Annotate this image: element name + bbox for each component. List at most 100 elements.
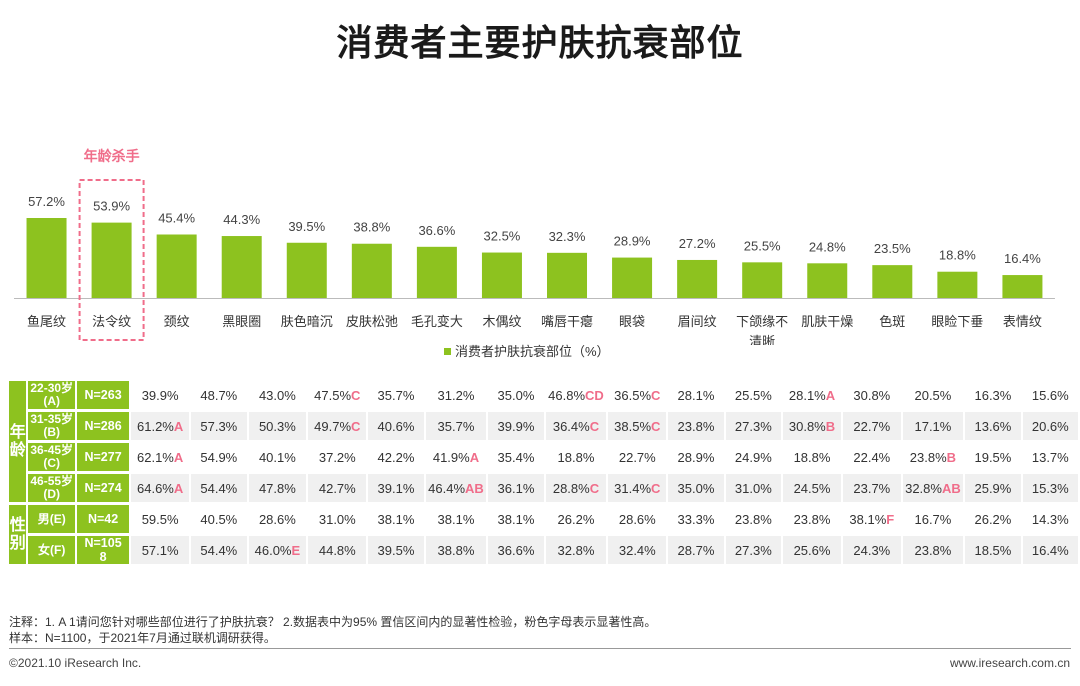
cell-value: 17.1% xyxy=(914,418,952,434)
bar xyxy=(156,234,197,298)
table-cell: 16.4% xyxy=(1022,536,1080,567)
cell-value: 28.1% xyxy=(677,387,715,403)
table-cell: 28.1%A xyxy=(783,381,844,412)
table-cell: 40.1% xyxy=(248,443,309,474)
table-cell: 38.5%C xyxy=(608,412,669,443)
cell-value: 39.9% xyxy=(141,387,179,403)
table-row: 年龄 22-30岁 (A) N=263 39.9% 48.7% 43.0% 47.5%C 35.… xyxy=(9,381,1080,505)
table-cell: 38.1% xyxy=(425,505,489,536)
bar xyxy=(91,222,132,298)
cell-value: 15.3% xyxy=(1031,480,1069,496)
cell-value: 35.4% xyxy=(497,449,535,465)
cell-value: 47.8% xyxy=(258,480,296,496)
cell-value: 23.8% xyxy=(914,542,952,558)
bar xyxy=(26,218,67,298)
cell-value: 35.0% xyxy=(497,387,535,403)
cell-value: 54.9% xyxy=(200,449,238,465)
table-cell: 62.1%A xyxy=(131,443,192,474)
bar xyxy=(807,263,848,298)
bar xyxy=(351,243,392,298)
cell-value: 33.3% xyxy=(677,511,715,527)
category-label: 嘴唇干瘪 xyxy=(541,314,593,329)
significance-marker: F xyxy=(886,511,895,527)
cell-value: 49.7% xyxy=(314,418,352,434)
significance-marker: B xyxy=(946,449,957,465)
cell-value: 23.8% xyxy=(909,449,947,465)
data-label: 24.8% xyxy=(809,239,846,254)
table-cell: 41.9%A xyxy=(425,443,489,474)
cell-value: 36.6% xyxy=(497,542,535,558)
table-cell: 40.6% xyxy=(368,412,426,443)
cell-value: 47.5% xyxy=(314,387,352,403)
cell-value: 61.2% xyxy=(137,418,174,434)
cell-value: 32.8% xyxy=(557,542,595,558)
significance-marker: C xyxy=(589,480,600,496)
cell-value: 16.4% xyxy=(1031,542,1069,558)
cell-value: 14.3% xyxy=(1031,511,1069,527)
bar xyxy=(1002,275,1043,298)
data-label: 27.2% xyxy=(679,236,716,251)
category-label: 清晰 xyxy=(749,334,775,345)
table-cell: 31.2% xyxy=(425,381,489,412)
category-label: 下颌缘不 xyxy=(736,314,788,329)
cell-value: 38.1% xyxy=(377,511,415,527)
cell-value: 18.8% xyxy=(557,449,595,465)
table-cell: 38.1% xyxy=(368,505,426,536)
cell-value: 31.0% xyxy=(734,480,772,496)
category-label: 眉间纹 xyxy=(678,314,717,329)
table-row: 女(F) N=105 8 57.1% 54.4% 46.0%E 44.8% 39.5% 38.8… xyxy=(9,536,1080,567)
table-cell: 18.8% xyxy=(783,443,844,474)
cell-value: 24.3% xyxy=(853,542,891,558)
cell-value: 25.5% xyxy=(734,387,772,403)
table-cell: 13.7% xyxy=(1022,443,1080,474)
row-sample-size: N=286 xyxy=(77,412,132,443)
table-cell: 54.4% xyxy=(191,474,249,505)
table-cell: 23.8% xyxy=(725,505,784,536)
table-cell: 50.3% xyxy=(248,412,309,443)
row-group-label: 性别 xyxy=(9,505,29,567)
table-cell: 35.7% xyxy=(425,412,489,443)
cell-value: 40.1% xyxy=(258,449,296,465)
data-label: 57.2% xyxy=(28,194,65,209)
table-cell: 30.8% xyxy=(843,381,903,412)
cell-value: 38.5% xyxy=(614,418,652,434)
significance-marker: A xyxy=(825,387,836,403)
category-label: 黑眼圈 xyxy=(222,314,261,329)
category-label: 法令纹 xyxy=(92,314,131,329)
cell-value: 43.0% xyxy=(258,387,296,403)
table-cell: 24.5% xyxy=(783,474,844,505)
category-label: 肌肤干燥 xyxy=(801,314,853,329)
table-cell: 47.8% xyxy=(248,474,309,505)
row-group-label: 年龄 xyxy=(9,381,29,505)
cell-value: 40.6% xyxy=(377,418,415,434)
table-cell: 18.8% xyxy=(545,443,609,474)
cell-value: 35.0% xyxy=(677,480,715,496)
table-cell: 22.7% xyxy=(608,443,669,474)
bar-chart: 57.2% 鱼尾纹 53.9% 法令纹 45.4% 颈纹 44.3% 黑眼圈 39.5% 肤色暗沉… xyxy=(14,148,1055,345)
cell-value: 30.8% xyxy=(788,418,826,434)
category-label: 眼袋 xyxy=(619,314,645,329)
table-cell: 22.4% xyxy=(843,443,903,474)
significance-marker: C xyxy=(589,418,600,434)
table-cell: 20.6% xyxy=(1022,412,1080,443)
cell-value: 23.7% xyxy=(853,480,891,496)
cell-value: 22.4% xyxy=(853,449,891,465)
significance-marker: A xyxy=(173,449,184,465)
cell-value: 28.9% xyxy=(677,449,715,465)
significance-marker: E xyxy=(291,542,301,558)
table-cell: 15.6% xyxy=(1022,381,1080,412)
cell-value: 13.7% xyxy=(1031,449,1069,465)
annotation-label: 年龄杀手 xyxy=(84,148,140,164)
cell-value: 24.5% xyxy=(793,480,831,496)
row-segment-label: 46-55岁 (D) xyxy=(28,474,77,505)
category-label: 色斑 xyxy=(879,314,905,329)
table-cell: 49.7%C xyxy=(308,412,369,443)
table-cell: 28.8%C xyxy=(545,474,609,505)
category-label: 眼睑下垂 xyxy=(931,314,983,329)
table-cell: 39.9% xyxy=(131,381,192,412)
cell-value: 46.8% xyxy=(548,387,586,403)
category-label: 肤色暗沉 xyxy=(281,314,333,329)
table-cell: 30.8%B xyxy=(783,412,844,443)
table-cell: 43.0% xyxy=(248,381,309,412)
table-cell: 61.2%A xyxy=(131,412,192,443)
